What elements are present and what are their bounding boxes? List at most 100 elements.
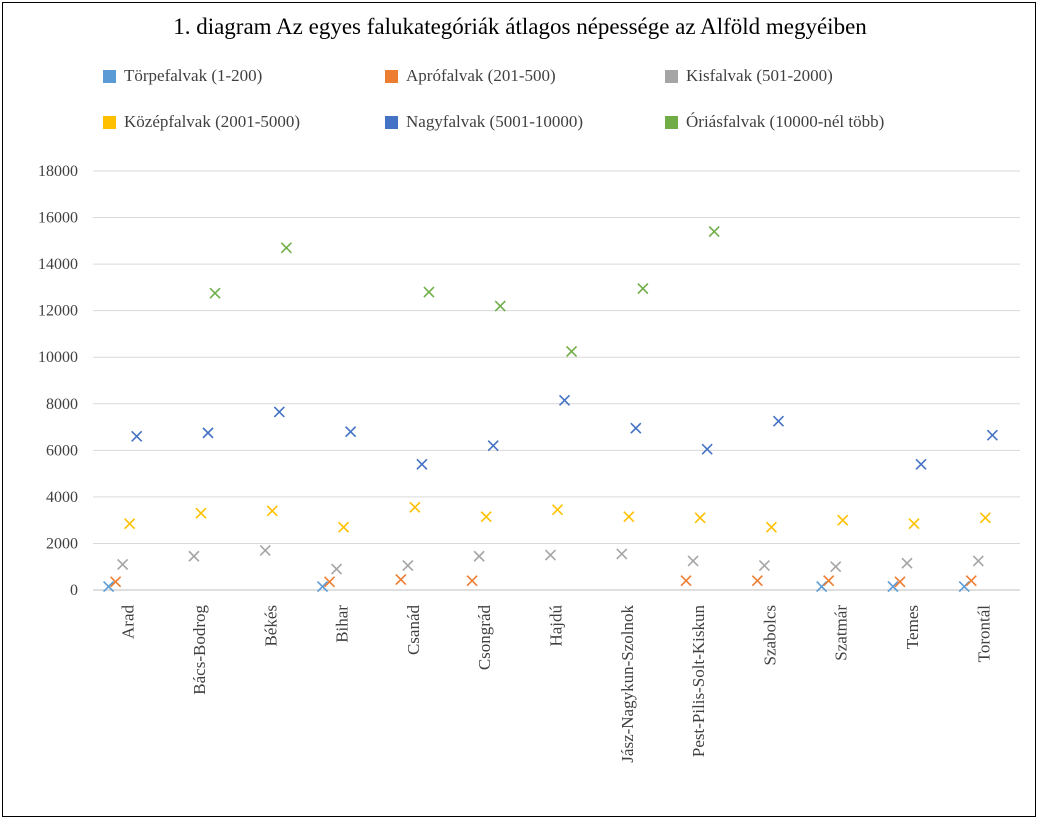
marker-stroke [423, 286, 435, 298]
data-point [131, 430, 143, 442]
data-point [544, 549, 557, 561]
marker-stroke [816, 580, 828, 593]
data-point [330, 563, 343, 575]
y-tick-label: 6000 [46, 442, 78, 459]
marker-stroke [558, 394, 571, 406]
data-point [965, 575, 977, 587]
y-tick-label: 16000 [38, 210, 78, 227]
marker-stroke [551, 504, 564, 516]
data-point [823, 575, 835, 587]
marker-stroke [202, 427, 214, 439]
legend-label: Nagyfalvak (5001-10000) [406, 112, 584, 131]
data-point [416, 458, 428, 470]
marker-stroke [958, 580, 970, 593]
data-point [338, 521, 350, 533]
data-point [280, 242, 292, 254]
marker-stroke [466, 575, 478, 587]
category-label: Békés [261, 605, 280, 647]
marker-stroke [630, 422, 642, 434]
marker-stroke [110, 576, 122, 588]
marker-stroke [908, 518, 920, 530]
legend-swatch [103, 69, 116, 83]
marker-stroke [117, 558, 129, 570]
data-point [195, 507, 207, 519]
data-point [979, 512, 991, 524]
category-label: Pest-Pilis-Solt-Kiskun [689, 605, 708, 758]
chart-title: 1. diagram Az egyes falukategóriák átlag… [173, 14, 867, 39]
legend-label: Óriásfalvak (10000-nél több) [686, 112, 885, 131]
legend-swatch [385, 115, 398, 129]
category-label: Temes [903, 605, 922, 649]
marker-stroke [473, 550, 485, 562]
data-point [103, 580, 115, 593]
legend-label: Törpefalvak (1-200) [124, 66, 263, 85]
category-label: Hajdú [547, 605, 566, 647]
marker-stroke [637, 282, 649, 295]
marker-stroke [972, 555, 984, 567]
marker-stroke [623, 511, 635, 523]
marker-stroke [965, 575, 977, 587]
data-point [423, 286, 435, 298]
legend-item: Kisfalvak (501-2000) [665, 66, 833, 86]
marker-stroke [701, 443, 713, 455]
data-point [972, 555, 984, 567]
marker-stroke [131, 430, 143, 442]
data-point [494, 300, 506, 312]
data-point [266, 505, 278, 517]
category-label: Szabolcs [760, 605, 779, 665]
data-point [837, 514, 849, 526]
marker-stroke [273, 406, 285, 418]
data-point [259, 544, 271, 556]
data-point [124, 518, 136, 530]
marker-stroke [330, 563, 343, 575]
data-point [273, 406, 285, 418]
data-point [708, 225, 720, 238]
legend-item: Óriásfalvak (10000-nél több) [665, 112, 884, 132]
marker-stroke [830, 561, 842, 573]
data-point [908, 518, 920, 530]
y-tick-label: 0 [70, 582, 78, 599]
category-label: Csanád [404, 605, 423, 656]
data-point [345, 426, 357, 438]
marker-stroke [772, 415, 785, 427]
data-point [202, 427, 214, 439]
y-tick-label: 4000 [46, 489, 78, 506]
marker-stroke [708, 225, 720, 238]
y-tick-label: 12000 [38, 303, 78, 320]
data-point [887, 580, 899, 593]
category-label: Bihar [333, 605, 352, 643]
y-tick-label: 14000 [38, 256, 78, 273]
marker-stroke [986, 429, 998, 441]
data-point [110, 576, 122, 588]
legend-item: Nagyfalvak (5001-10000) [385, 112, 583, 132]
data-point [894, 576, 906, 588]
marker-stroke [103, 580, 115, 593]
y-tick-label: 2000 [46, 535, 78, 552]
marker-stroke [837, 514, 849, 526]
legend-swatch [665, 69, 678, 83]
data-point [487, 440, 499, 452]
data-point [986, 429, 998, 441]
data-point [616, 548, 628, 560]
data-point [409, 501, 421, 513]
marker-stroke [280, 242, 292, 254]
marker-stroke [338, 521, 350, 533]
data-point [751, 575, 763, 587]
legend-label: Kisfalvak (501-2000) [686, 66, 833, 85]
data-point [551, 504, 564, 516]
marker-stroke [480, 511, 492, 523]
marker-stroke [894, 576, 906, 588]
marker-stroke [416, 458, 428, 470]
data-point [701, 443, 713, 455]
data-point [630, 422, 642, 434]
marker-stroke [266, 505, 278, 517]
legend-swatch [385, 69, 398, 83]
data-point [637, 282, 649, 295]
category-label: Bács-Bodrog [190, 605, 209, 695]
data-point [323, 576, 336, 588]
legend-item: Aprófalvak (201-500) [385, 66, 556, 86]
data-point [915, 458, 927, 470]
marker-stroke [915, 458, 927, 470]
